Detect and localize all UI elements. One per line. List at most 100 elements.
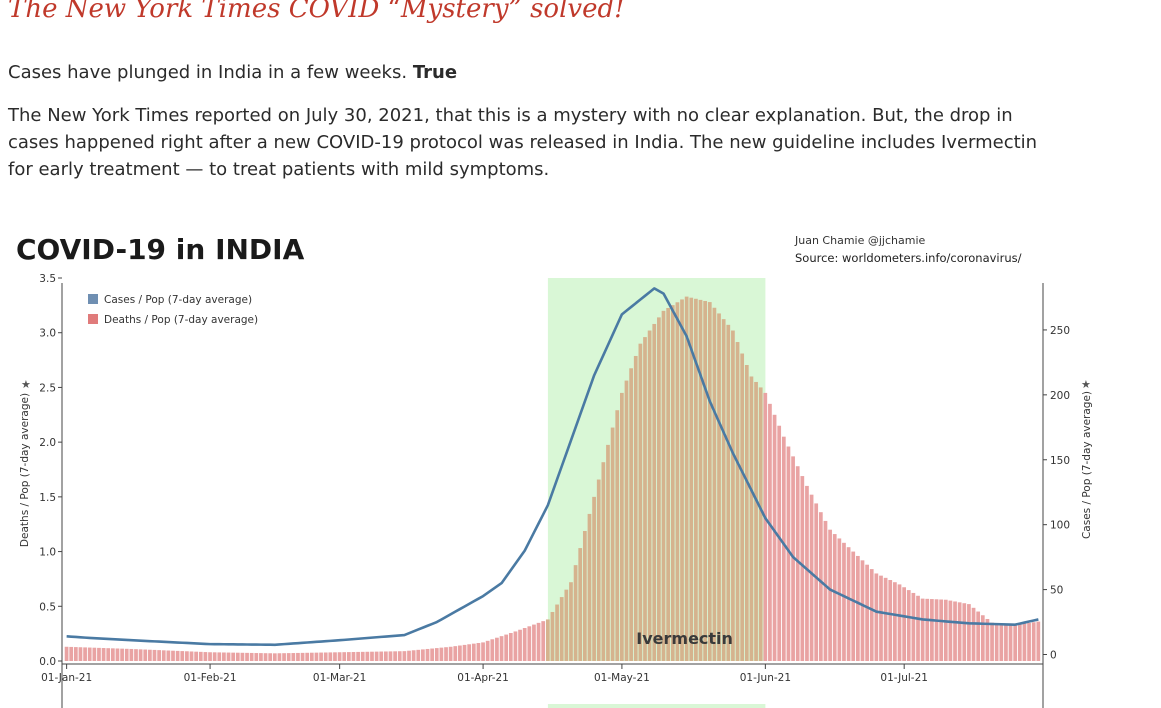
deaths-bar: [411, 650, 416, 661]
deaths-bar: [842, 542, 846, 661]
deaths-bar: [115, 648, 120, 661]
deaths-bar: [893, 582, 897, 661]
deaths-bar: [518, 629, 522, 661]
deaths-bars: [64, 296, 1041, 661]
deaths-bar: [124, 648, 129, 661]
deaths-bar: [393, 651, 397, 661]
deaths-bar: [194, 651, 199, 661]
deaths-bar: [906, 590, 911, 661]
claim-verdict: True: [412, 62, 458, 83]
deaths-bar: [865, 564, 869, 661]
deaths-bar: [990, 622, 994, 661]
deaths-bar: [268, 653, 273, 661]
deaths-bar: [485, 640, 490, 661]
deaths-bar: [647, 330, 652, 661]
deaths-bar: [800, 476, 805, 661]
deaths-bar: [818, 512, 823, 661]
deaths-bar: [198, 651, 203, 661]
left-tick-label: 3.0: [39, 328, 56, 340]
deaths-bar: [832, 534, 837, 661]
deaths-bar: [337, 652, 342, 661]
deaths-bar: [64, 646, 69, 661]
deaths-bar: [166, 650, 171, 661]
deaths-bar: [994, 623, 999, 661]
deaths-bar: [962, 603, 967, 661]
deaths-bar: [212, 652, 217, 661]
deaths-bar: [606, 444, 610, 661]
deaths-bar: [504, 634, 509, 661]
article-body: The New York Times reported on July 30, …: [8, 105, 1038, 180]
deaths-bar: [448, 646, 453, 661]
deaths-bar: [744, 365, 749, 661]
deaths-bar: [439, 647, 444, 661]
deaths-bar: [305, 652, 310, 661]
deaths-bar: [374, 651, 379, 661]
deaths-bar: [69, 646, 74, 661]
deaths-bar: [101, 648, 106, 661]
deaths-bar: [249, 652, 254, 661]
deaths-bar: [231, 652, 236, 661]
deaths-bar: [379, 651, 384, 661]
deaths-bar: [897, 584, 902, 661]
deaths-bar: [652, 323, 657, 661]
right-axis-pin-icon[interactable]: ★: [1081, 378, 1091, 391]
deaths-bar: [351, 652, 356, 661]
x-tick-label: 01-May-21: [594, 672, 650, 684]
right-tick-label: 150: [1050, 455, 1070, 467]
x-ticks: 01-Jan-21 01-Feb-21 01-Mar-21 01-Apr-21 01-M…: [41, 664, 928, 684]
deaths-bar: [582, 531, 587, 661]
deaths-bar: [694, 298, 698, 661]
deaths-bar: [620, 392, 624, 661]
deaths-bar: [129, 648, 134, 661]
left-axis-pin-icon[interactable]: ★: [21, 378, 31, 391]
deaths-bar: [823, 520, 828, 661]
deaths-bar: [527, 626, 532, 661]
deaths-bar: [110, 648, 115, 661]
deaths-bar: [467, 644, 472, 661]
deaths-bar: [1013, 624, 1018, 661]
deaths-bar: [573, 565, 578, 661]
deaths-bar: [675, 302, 680, 661]
left-tick-label: 2.0: [39, 437, 56, 449]
deaths-bar: [768, 403, 772, 661]
deaths-bar: [106, 648, 111, 661]
deaths-bar: [684, 296, 689, 661]
deaths-bar: [643, 337, 647, 661]
cases-line: [66, 287, 1039, 647]
deaths-bar: [92, 647, 97, 661]
deaths-bar: [222, 652, 226, 661]
deaths-bar: [943, 599, 948, 661]
deaths-bar: [980, 615, 985, 661]
x-tick-label: 01-Jun-21: [740, 672, 791, 684]
deaths-bar: [596, 479, 601, 661]
deaths-bar: [569, 582, 573, 661]
deaths-bar: [883, 577, 888, 661]
deaths-bar: [661, 310, 666, 661]
deaths-bar: [911, 592, 916, 661]
deaths-bar: [421, 649, 425, 661]
chart-credit: Juan Chamie @jjchamie: [794, 234, 925, 247]
deaths-bar: [83, 647, 87, 661]
deaths-bar: [296, 652, 300, 661]
deaths-bar: [953, 601, 957, 661]
deaths-bar: [999, 623, 1004, 661]
deaths-bar: [513, 631, 518, 661]
deaths-bar: [402, 651, 407, 661]
deaths-bar: [397, 651, 402, 661]
deaths-bar: [356, 651, 360, 661]
deaths-bar: [495, 637, 499, 661]
deaths-bar: [481, 642, 485, 661]
deaths-bar: [749, 376, 754, 661]
left-tick-label: 1.0: [39, 547, 56, 559]
deaths-bar: [148, 649, 152, 661]
right-axis-label: Cases / Pop (7-day average): [1081, 391, 1093, 539]
deaths-bar: [323, 652, 328, 661]
deaths-bar: [157, 650, 161, 661]
deaths-bar: [781, 436, 786, 661]
deaths-bar: [717, 313, 721, 661]
deaths-bar: [777, 425, 782, 661]
left-axis-title: Deaths / Pop (7-day average): [19, 393, 31, 547]
deaths-bar: [189, 651, 194, 661]
deaths-bar: [226, 652, 231, 661]
deaths-bar: [874, 573, 879, 661]
